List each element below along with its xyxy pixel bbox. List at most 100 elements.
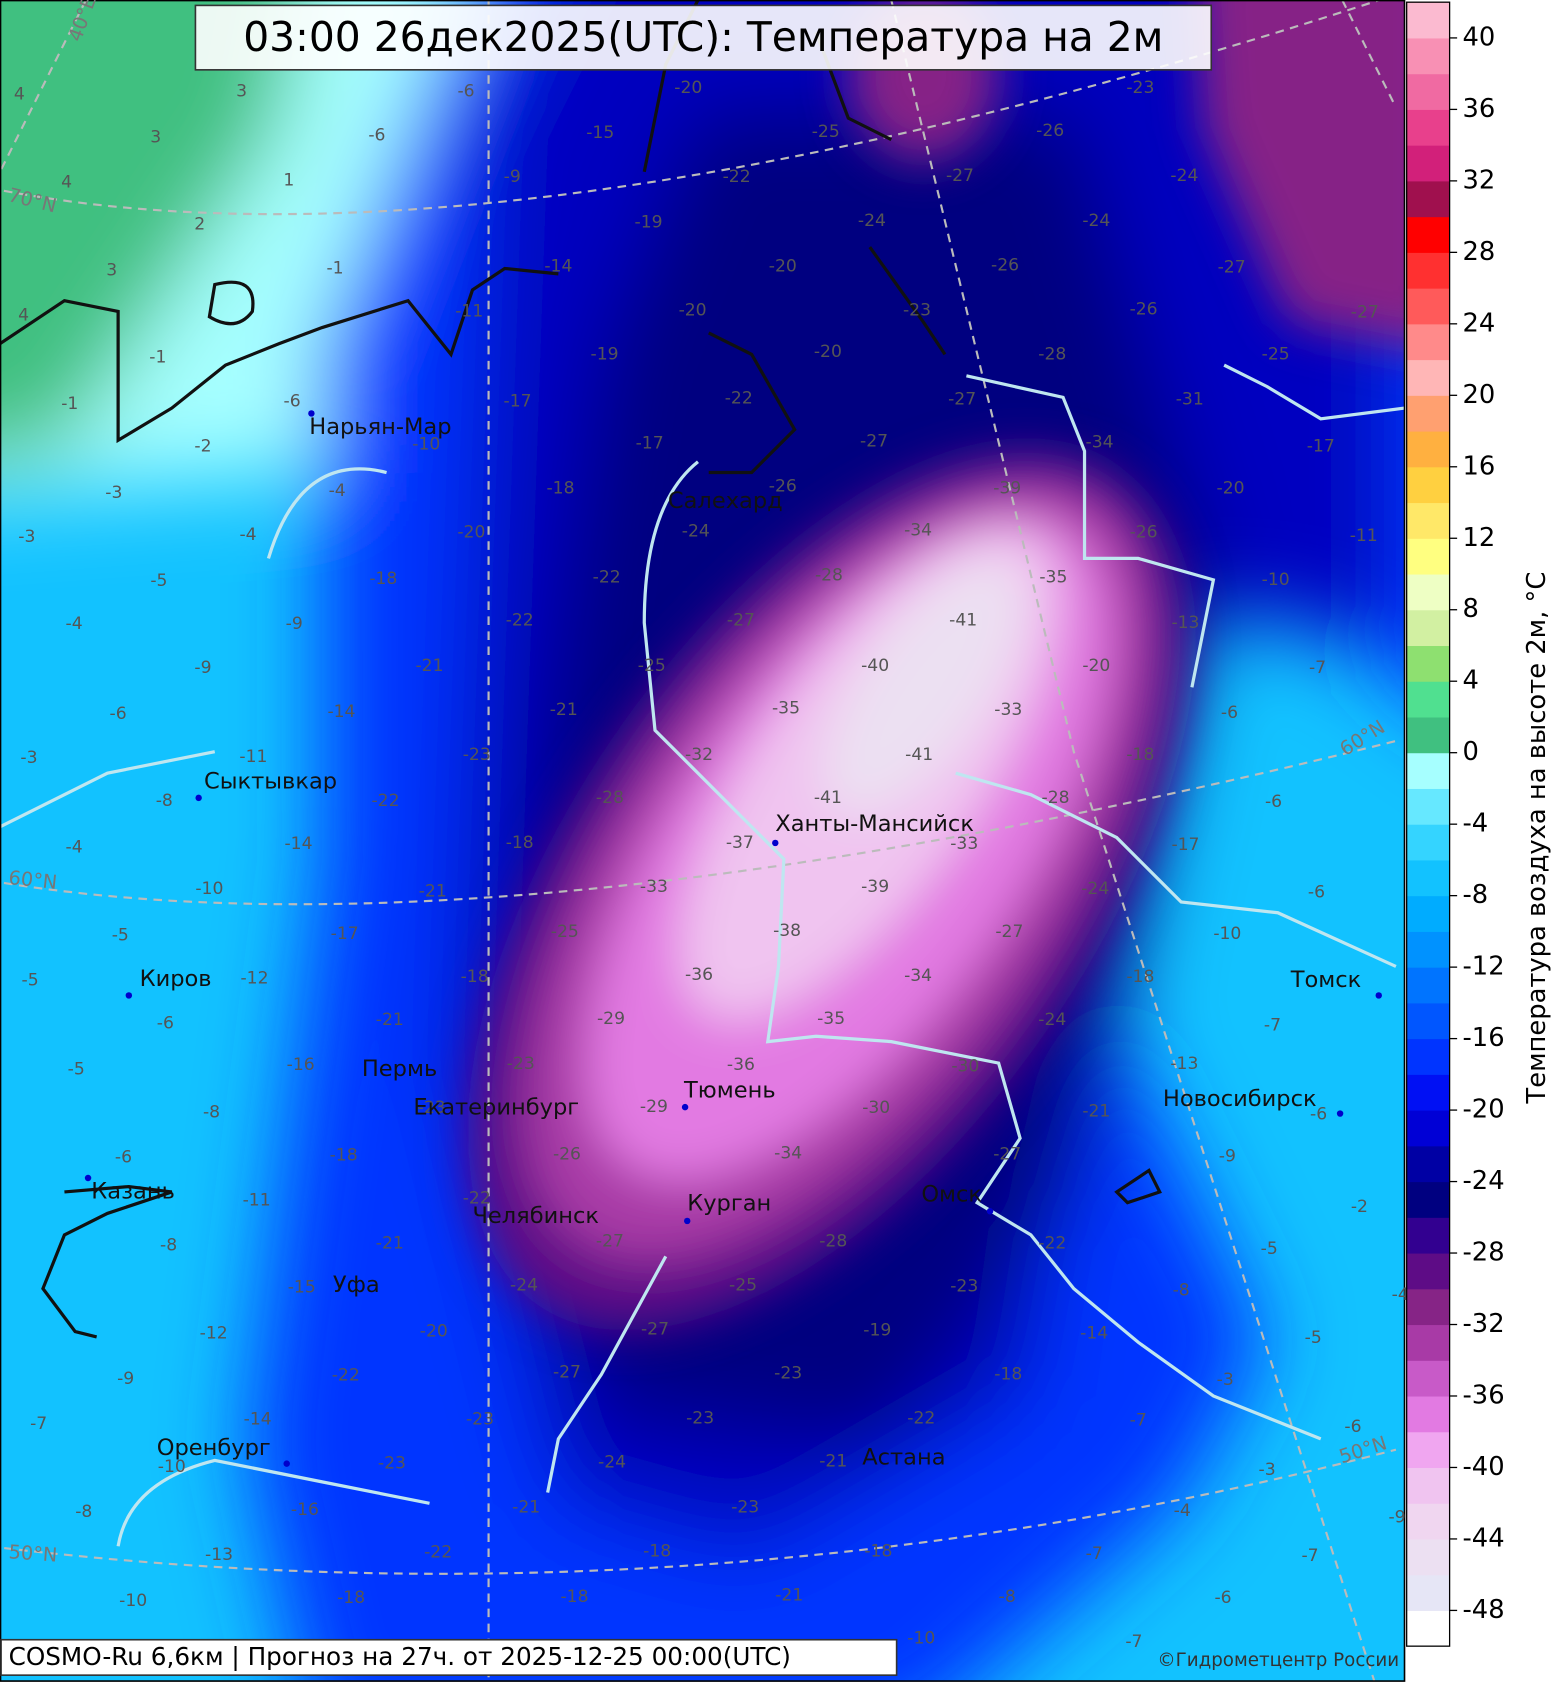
city-dot [125, 992, 133, 999]
temperature-label: 2 [194, 214, 205, 234]
temperature-label: -18 [1126, 745, 1154, 765]
colorbar-label: Температура воздуха на высоте 2м, °C [1522, 572, 1552, 1105]
temperature-label: -27 [946, 166, 974, 186]
temperature-label: -9 [117, 1369, 134, 1389]
colorbar-segment [1406, 752, 1450, 789]
city-name: Уфа [333, 1272, 380, 1298]
temperature-label: -39 [993, 479, 1021, 499]
temperature-label: -9 [1219, 1147, 1236, 1167]
colorbar-segment [1406, 359, 1450, 396]
temperature-label: -15 [586, 123, 614, 143]
city-dot [283, 1460, 290, 1467]
temperature-label: -18 [1126, 967, 1154, 987]
temperature-label: -13 [1170, 1054, 1198, 1074]
temperature-label: -6 [1214, 1588, 1231, 1608]
temperature-label: -20 [1082, 656, 1110, 676]
city-name: Нарьян-Мар [309, 414, 451, 440]
temperature-label: -18 [864, 1542, 892, 1562]
temperature-label: -6 [1344, 1417, 1361, 1437]
colorbar-segment [1406, 1610, 1450, 1647]
city-dot [84, 1174, 92, 1182]
colorbar-segment [1406, 216, 1450, 253]
colorbar-segment [1406, 967, 1450, 1004]
temperature-label: -21 [1082, 1101, 1110, 1121]
colorbar-segment [1406, 1467, 1450, 1504]
colorbar-segment [1406, 1038, 1450, 1075]
temperature-label: -4 [1392, 1285, 1409, 1305]
temperature-label: -11 [239, 747, 267, 767]
colorbar-segment [1406, 395, 1450, 432]
colorbar-tick-label: -24 [1463, 1166, 1505, 1196]
colorbar-segment [1406, 538, 1450, 575]
temperature-label: -6 [1308, 882, 1325, 902]
colorbar-tick-label: -40 [1463, 1452, 1505, 1482]
temperature-label: -27 [948, 389, 976, 409]
colorbar-segment [1406, 145, 1450, 182]
city-dot [986, 1208, 994, 1215]
temperature-label: -18 [994, 1364, 1022, 1384]
temperature-label: -18 [560, 1587, 588, 1607]
colorbar-segment [1406, 502, 1450, 539]
colorbar-tick-label: -4 [1463, 809, 1489, 839]
temperature-label: -27 [727, 611, 755, 631]
temperature-label: 4 [14, 85, 25, 105]
temperature-label: -13 [1171, 613, 1199, 633]
colorbar-tick-label: -32 [1463, 1309, 1505, 1339]
colorbar-segment [1406, 1431, 1450, 1469]
colorbar-segment [1406, 1395, 1450, 1433]
colorbar-tick-label: 36 [1463, 94, 1496, 124]
colorbar-segment [1406, 2, 1450, 39]
temperature-label: -4 [239, 525, 256, 545]
temperature-label: -17 [331, 924, 359, 944]
temperature-label: 4 [61, 173, 72, 193]
graticule-label: 60°N [7, 866, 58, 894]
colorbar-segment [1406, 609, 1450, 647]
temperature-label: -23 [731, 1498, 759, 1518]
colorbar-segment [1406, 252, 1450, 289]
temperature-label: -41 [814, 788, 842, 808]
temperature-label: -21 [376, 1010, 404, 1030]
temperature-label: -25 [812, 122, 840, 142]
temperature-label: -28 [815, 566, 843, 586]
temperature-label: -16 [287, 1055, 315, 1075]
temperature-label: -10 [1213, 924, 1241, 944]
temperature-label: -5 [22, 970, 39, 990]
temperature-label: -27 [641, 1319, 669, 1339]
temperature-label: -39 [861, 877, 889, 897]
colorbar-segment [1406, 1110, 1450, 1147]
colorbar-segment [1406, 824, 1450, 861]
temperature-label: -33 [640, 877, 668, 897]
temperature-label: -29 [640, 1097, 668, 1117]
colorbar-segment [1406, 859, 1450, 897]
temperature-label: -32 [685, 745, 713, 765]
title-box [194, 4, 1213, 71]
temperature-label: 1 [283, 170, 294, 190]
colorbar-segment [1406, 1538, 1450, 1576]
temperature-label: -6 [1265, 792, 1282, 812]
city-dot [772, 839, 779, 847]
temperature-label: -24 [598, 1453, 626, 1473]
temperature-label: -7 [30, 1414, 47, 1434]
colorbar-segment [1406, 788, 1450, 825]
temperature-label: -36 [727, 1055, 755, 1075]
temperature-label: -8 [160, 1236, 177, 1256]
temperature-label: -28 [1038, 344, 1066, 364]
colorbar-tick-label: 40 [1463, 22, 1496, 52]
temperature-label: -27 [1218, 257, 1246, 277]
temperature-label: -26 [1130, 299, 1158, 319]
colorbar-segment [1406, 1217, 1450, 1254]
temperature-label: -23 [774, 1363, 802, 1383]
temperature-label: -34 [1086, 432, 1114, 452]
temperature-label: -17 [504, 392, 532, 412]
city-name: Салехард [668, 488, 783, 514]
temperature-label: -22 [907, 1409, 935, 1429]
temperature-label: -28 [819, 1231, 847, 1251]
temperature-label: -22 [725, 388, 753, 408]
temperature-label: -2 [1351, 1197, 1368, 1217]
temperature-label: -20 [1217, 479, 1245, 499]
colorbar-tick-label: -20 [1463, 1095, 1505, 1125]
colorbar-segment [1406, 323, 1450, 361]
temperature-label: -6 [1221, 703, 1238, 723]
colorbar-segment [1406, 288, 1450, 325]
temperature-label: -9 [194, 658, 211, 678]
